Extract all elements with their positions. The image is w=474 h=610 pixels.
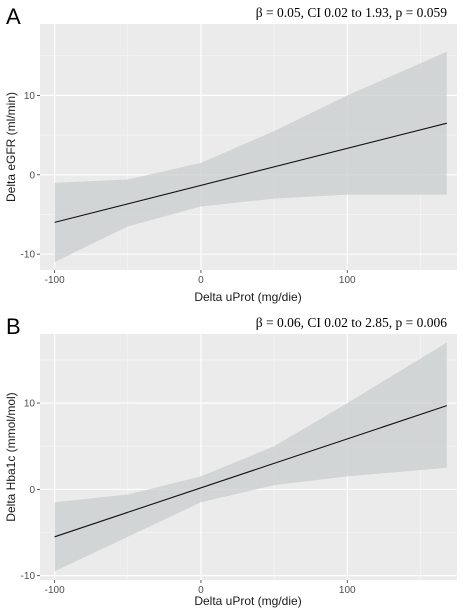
panel-b-y-tick-label: 10 <box>24 399 36 410</box>
panel-a-regression-line <box>54 122 447 223</box>
panel-b: B β = 0.06, CI 0.02 to 2.85, p = 0.006 -… <box>4 314 457 608</box>
panel-a-x-tick-label: 0 <box>198 275 204 286</box>
panel-b-x-tick-label: -100 <box>45 585 65 596</box>
panel-a-stat-text: β = 0.05, CI 0.02 to 1.93, p = 0.059 <box>256 5 447 20</box>
panel-b-letter: B <box>6 314 21 339</box>
panel-a-x-tick-label: -100 <box>45 275 65 286</box>
panel-a-x-tick-label: 100 <box>339 275 356 286</box>
panel-a-y-tick-label: 10 <box>24 91 36 102</box>
panel-a-y-tick-label: -10 <box>21 250 36 261</box>
panel-a-letter: A <box>6 4 21 29</box>
panel-a-y-tick-label: 0 <box>29 170 35 181</box>
panel-b-regression-line <box>54 405 447 538</box>
panel-b-y-tick-label: 0 <box>29 485 35 496</box>
panel-b-y-axis-title: Delta Hba1c (mmol/mol) <box>4 392 18 521</box>
panel-a-confidence-band <box>54 51 447 263</box>
panel-a-x-axis-title: Delta uProt (mg/die) <box>194 290 301 304</box>
panel-b-x-tick-label: 0 <box>198 585 204 596</box>
panel-a: A β = 0.05, CI 0.02 to 1.93, p = 0.059 -… <box>4 4 457 304</box>
panel-b-y-tick-label: -10 <box>21 571 36 582</box>
panel-b-x-axis-title: Delta uProt (mg/die) <box>194 594 301 608</box>
panel-b-confidence-band <box>54 342 447 572</box>
panel-a-y-axis-title: Delta eGFR (ml/min) <box>4 92 18 202</box>
panel-b-stat-text: β = 0.06, CI 0.02 to 2.85, p = 0.006 <box>256 315 447 330</box>
panel-b-x-tick-label: 100 <box>339 585 356 596</box>
